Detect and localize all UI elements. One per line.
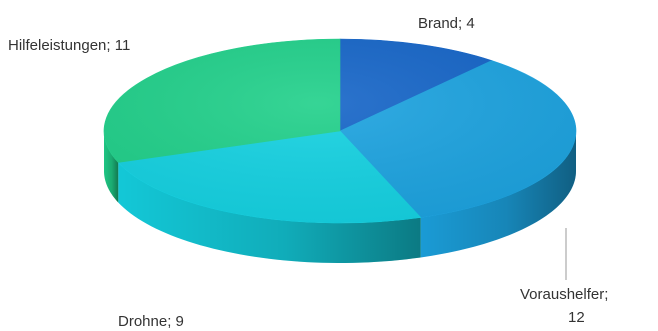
pie-top-faces (103, 38, 577, 224)
pie-side-shade-drohne (118, 162, 421, 263)
slice-label-hilfeleistungen: Hilfeleistungen; 11 (8, 37, 130, 54)
pie-top-lighting (104, 39, 576, 223)
slice-label-voraushelfer-line1: Voraushelfer; (520, 286, 608, 303)
pie-side-shade-voraushelfer (420, 131, 576, 258)
pie-side-walls (104, 131, 576, 263)
slice-label-voraushelfer-line2: 12 (568, 309, 585, 326)
slice-label-brand: Brand; 4 (418, 15, 475, 32)
slice-label-drohne: Drohne; 9 (118, 313, 184, 330)
pie-side-shade-hilfeleistungen (104, 131, 119, 203)
